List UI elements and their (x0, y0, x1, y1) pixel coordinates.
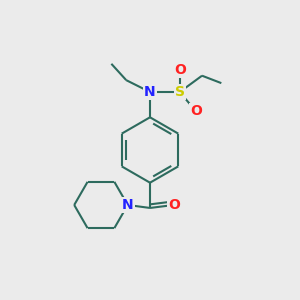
Text: N: N (144, 85, 156, 99)
Text: O: O (190, 104, 202, 118)
Text: S: S (175, 85, 185, 99)
Text: N: N (122, 198, 134, 212)
Text: O: O (168, 198, 180, 212)
Text: O: O (174, 63, 186, 77)
